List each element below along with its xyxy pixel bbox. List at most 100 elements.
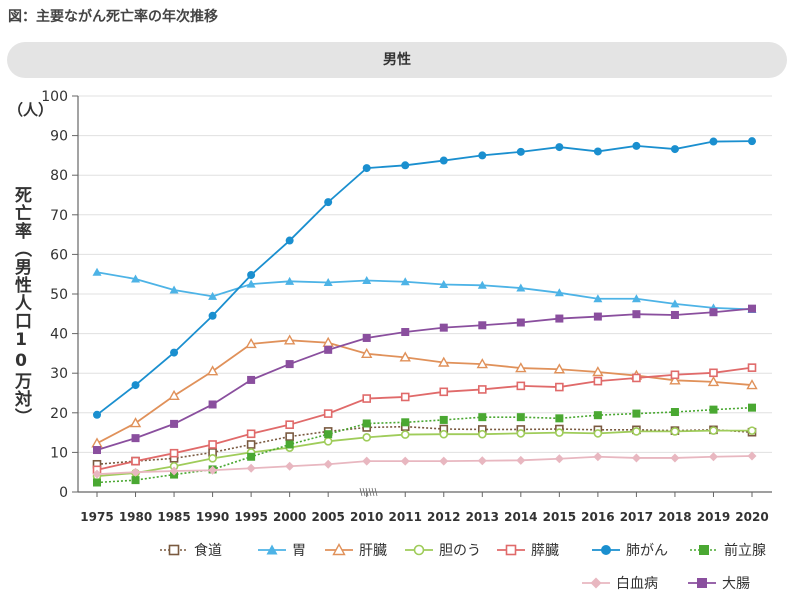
data-point	[323, 278, 333, 287]
data-point	[554, 454, 564, 464]
data-point	[477, 456, 487, 466]
data-point	[516, 318, 525, 327]
data-point	[247, 375, 256, 384]
data-point	[131, 434, 140, 443]
data-point	[709, 308, 718, 317]
data-point	[93, 410, 101, 419]
data-point	[439, 415, 448, 424]
series-line	[96, 140, 753, 416]
data-point	[593, 147, 602, 156]
series-line	[96, 366, 753, 471]
data-point	[400, 456, 410, 466]
data-point	[709, 405, 718, 414]
x-tick-labels: 1975 1980 1985 1990 1995 2000 2005 2010 2011 2012…	[80, 510, 768, 524]
data-point	[362, 456, 372, 466]
data-point	[632, 427, 641, 436]
series-line	[96, 455, 753, 476]
series-6	[93, 403, 756, 487]
axis-break-mark	[374, 487, 378, 497]
x-tick-label: 2010	[350, 510, 383, 524]
data-point	[478, 151, 487, 160]
data-point	[709, 368, 718, 378]
x-tick-label: 2005	[311, 510, 344, 524]
x-tick-label: 1995	[234, 510, 267, 524]
data-point	[516, 283, 526, 292]
data-point	[516, 429, 526, 438]
y-tick-labels: 0 10 20 30 40 50 60 70 80 90 100	[41, 89, 68, 501]
data-point	[516, 147, 525, 156]
data-point	[555, 414, 564, 423]
data-point	[400, 392, 410, 402]
data-point	[401, 418, 410, 427]
data-point	[131, 467, 141, 477]
data-point	[439, 279, 449, 288]
data-point	[129, 417, 142, 428]
data-point	[246, 463, 256, 473]
series-line	[96, 339, 753, 445]
data-point	[206, 365, 219, 376]
data-point	[362, 276, 372, 285]
axis-break-mark	[371, 487, 375, 497]
data-point	[93, 478, 101, 487]
y-tick-label: 60	[50, 247, 68, 263]
series-line	[96, 271, 753, 311]
data-point	[400, 277, 410, 286]
data-point	[709, 426, 718, 435]
y-tick-label: 0	[59, 485, 68, 501]
data-point	[208, 400, 217, 409]
data-point	[401, 161, 410, 170]
axis-break-mark	[359, 487, 363, 497]
data-point	[169, 285, 179, 294]
data-point	[170, 419, 179, 428]
data-point	[670, 370, 680, 380]
data-point	[131, 476, 140, 485]
series-line	[96, 307, 753, 451]
data-point	[245, 337, 257, 349]
data-point	[283, 334, 296, 345]
data-point	[362, 419, 371, 428]
data-point	[399, 351, 411, 362]
y-tick-label: 80	[50, 168, 68, 184]
axes	[72, 95, 772, 497]
data-point	[554, 288, 564, 297]
series-8	[93, 304, 756, 455]
data-point	[670, 427, 680, 436]
x-tick-label: 2020	[735, 510, 768, 524]
x-tick-label: 2016	[581, 510, 614, 524]
x-tick-label: 2014	[504, 510, 537, 524]
data-point	[476, 358, 488, 369]
data-point	[555, 382, 564, 392]
data-point	[246, 440, 256, 449]
data-point	[91, 437, 103, 448]
data-point	[285, 360, 294, 369]
data-point	[208, 291, 218, 300]
figure-title: 図：主要ながん死亡率の年次推移	[8, 9, 218, 25]
data-point	[746, 379, 758, 390]
axis-break-mark	[362, 487, 366, 497]
series-7	[92, 451, 757, 479]
y-tick-label: 70	[50, 208, 68, 224]
x-tick-label: 2015	[543, 510, 576, 524]
data-point	[477, 280, 487, 289]
data-point	[170, 348, 179, 357]
data-point	[593, 294, 603, 303]
data-point	[670, 299, 680, 308]
data-point	[285, 461, 295, 471]
x-tick-label: 2019	[697, 510, 730, 524]
data-point	[361, 347, 373, 358]
data-point	[439, 387, 449, 397]
data-point	[93, 446, 101, 455]
y-tick-label: 50	[50, 287, 68, 303]
data-point	[708, 452, 718, 462]
data-point	[592, 366, 604, 377]
x-tick-label: 2012	[427, 510, 460, 524]
y-tick-label: 10	[50, 445, 68, 461]
x-tick-label: 1980	[119, 510, 152, 524]
series-2	[91, 334, 758, 448]
data-point	[439, 456, 449, 466]
data-point	[439, 323, 448, 332]
data-point	[478, 321, 487, 330]
series-1	[92, 267, 757, 313]
data-point	[477, 429, 487, 439]
data-point	[285, 432, 294, 441]
